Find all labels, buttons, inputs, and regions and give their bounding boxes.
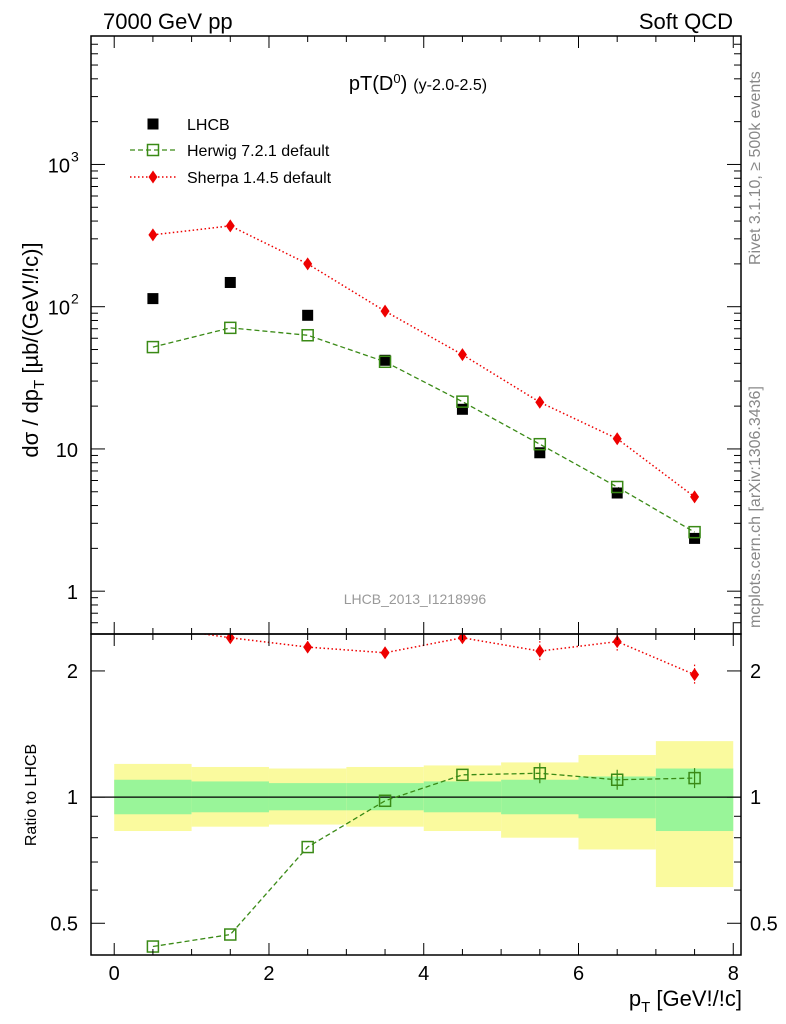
x-axis-label: pT [GeV!/!c] bbox=[629, 986, 742, 1016]
herwig-point-ratio-1 bbox=[224, 928, 237, 941]
header-left: 7000 GeV pp bbox=[103, 9, 233, 34]
main-panel: pT(D0) (y-2.0-2.5) LHCB_2013_I1218996 LHC… bbox=[18, 35, 742, 635]
y-axis-label-main: dσ / dpT [µb/(GeV!/!c)] bbox=[18, 242, 48, 457]
legend-marker-sherpa bbox=[148, 170, 158, 184]
sherpa-line-main bbox=[152, 225, 696, 498]
header-right: Soft QCD bbox=[639, 9, 733, 34]
herwig-point-main-5 bbox=[533, 437, 547, 451]
legend-label-sherpa: Sherpa 1.4.5 default bbox=[187, 170, 332, 187]
sherpa-point-main-1 bbox=[225, 219, 235, 233]
herwig-point-ratio-6 bbox=[610, 773, 624, 787]
legend-marker-herwig bbox=[146, 143, 160, 157]
herwig-point-ratio-3 bbox=[378, 794, 392, 808]
herwig-point-ratio-2 bbox=[301, 840, 314, 854]
herwig-point-main-0 bbox=[146, 340, 160, 354]
chart-title-text: pT(D bbox=[349, 73, 393, 95]
y-label-sub: T bbox=[31, 380, 48, 389]
x-tick-label-3: 6 bbox=[573, 963, 584, 985]
y-label-part2: [µb/(GeV!/!c)] bbox=[18, 242, 43, 379]
y-tick-label-ratio-right-1: 1 bbox=[750, 787, 761, 809]
herwig-point-main-2 bbox=[301, 328, 314, 342]
legend: LHCB Herwig 7.2.1 default Sherpa 1.4.5 def… bbox=[130, 117, 332, 187]
sherpa-point-main-2 bbox=[303, 257, 313, 271]
sherpa-point-ratio-6 bbox=[612, 635, 622, 649]
analysis-watermark: LHCB_2013_I1218996 bbox=[344, 591, 487, 607]
chart-title-paren: ) bbox=[401, 73, 408, 95]
herwig-point-ratio-7 bbox=[688, 771, 701, 785]
sherpa-point-main-0 bbox=[148, 228, 158, 242]
ratio-frame bbox=[90, 633, 742, 956]
data-point-main-3 bbox=[379, 354, 391, 366]
chart-title: pT(D0) (y-2.0-2.5) bbox=[349, 71, 487, 95]
y-tick-label-main-3: 10 bbox=[48, 155, 70, 177]
legend-marker-data bbox=[147, 118, 159, 130]
data-point-main-1 bbox=[224, 276, 236, 288]
y-tick-label-main-1: 10 bbox=[56, 440, 78, 462]
data-point-main-2 bbox=[302, 309, 314, 321]
x-tick-label-1: 2 bbox=[263, 963, 274, 985]
sherpa-point-main-6 bbox=[612, 432, 622, 446]
herwig-point-main-3 bbox=[378, 355, 392, 369]
y-tick-label-ratio-right-0: 0.5 bbox=[750, 913, 778, 935]
legend-label-data: LHCB bbox=[187, 117, 230, 134]
y-tick-label-ratio-right-2: 2 bbox=[750, 661, 761, 683]
y-tick-label-main-2: 10 bbox=[48, 298, 70, 320]
x-label-p: p bbox=[629, 986, 641, 1011]
sherpa-point-main-4 bbox=[457, 348, 467, 362]
source-label: mcplots.cern.ch [arXiv:1306.3436] bbox=[747, 386, 764, 628]
data-point-main-5 bbox=[534, 447, 546, 459]
sherpa-point-ratio-5 bbox=[535, 644, 545, 658]
herwig-line-ratio bbox=[152, 772, 695, 948]
sherpa-point-ratio-3 bbox=[380, 646, 390, 660]
legend-label-herwig: Herwig 7.2.1 default bbox=[187, 143, 330, 160]
x-tick-label-0: 0 bbox=[109, 963, 120, 985]
rivet-label: Rivet 3.1.10, ≥ 500k events bbox=[747, 71, 764, 265]
data-point-main-0 bbox=[147, 293, 159, 305]
sherpa-point-ratio-7 bbox=[690, 668, 700, 682]
herwig-point-main-4 bbox=[456, 395, 469, 408]
chart-title-sup: 0 bbox=[393, 71, 400, 86]
y-tick-exp-main-2: 2 bbox=[71, 291, 79, 307]
data-point-main-4 bbox=[456, 403, 468, 415]
x-tick-label-2: 4 bbox=[418, 963, 429, 985]
y-axis-label-ratio: Ratio to LHCB bbox=[23, 744, 40, 846]
herwig-line-main bbox=[152, 327, 695, 533]
y-tick-exp-main-3: 3 bbox=[71, 148, 79, 164]
herwig-point-main-6 bbox=[610, 480, 624, 494]
herwig-point-main-7 bbox=[688, 525, 701, 539]
sherpa-point-main-5 bbox=[535, 395, 545, 409]
y-label-part1: dσ / dp bbox=[18, 389, 43, 458]
y-tick-label-ratio-left-1: 1 bbox=[67, 787, 78, 809]
y-tick-label-ratio-left-2: 2 bbox=[67, 661, 78, 683]
x-tick-label-4: 8 bbox=[728, 963, 739, 985]
sherpa-point-ratio-2 bbox=[303, 640, 313, 654]
sherpa-point-main-7 bbox=[690, 490, 700, 504]
herwig-point-ratio-4 bbox=[456, 768, 469, 782]
x-label-sub: T bbox=[641, 999, 650, 1016]
herwig-point-ratio-5 bbox=[533, 767, 547, 780]
ratio-panel: 0.5 0.5 1 1 2 2 0 2 4 6 8 Ratio to LHCB pT [GeV!/!… bbox=[23, 633, 778, 1016]
sherpa-point-main-3 bbox=[380, 304, 390, 318]
y-tick-label-main-0: 1 bbox=[67, 582, 78, 604]
herwig-point-main-1 bbox=[224, 321, 237, 335]
chart-title-range: (y-2.0-2.5) bbox=[413, 77, 487, 94]
x-label-unit: [GeV!/!c] bbox=[650, 986, 742, 1011]
y-tick-label-ratio-left-0: 0.5 bbox=[50, 913, 78, 935]
